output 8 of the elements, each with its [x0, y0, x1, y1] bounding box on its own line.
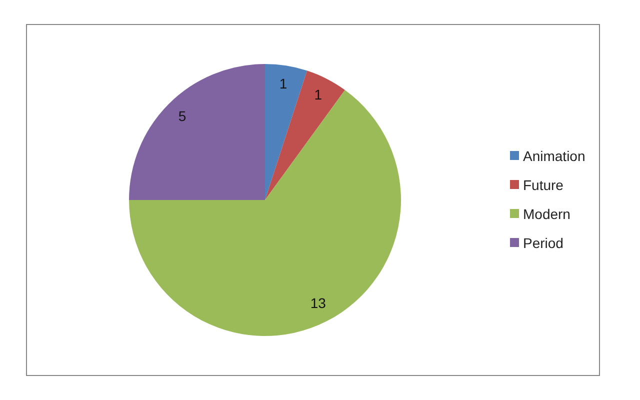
- data-label: 5: [178, 108, 186, 124]
- legend-label: Animation: [523, 148, 586, 164]
- legend-label: Modern: [523, 206, 570, 222]
- data-label: 1: [279, 75, 288, 92]
- data-label: 13: [310, 295, 326, 312]
- data-label: 1: [314, 86, 322, 103]
- legend-label: Period: [523, 234, 564, 250]
- legend-label: Future: [523, 176, 564, 192]
